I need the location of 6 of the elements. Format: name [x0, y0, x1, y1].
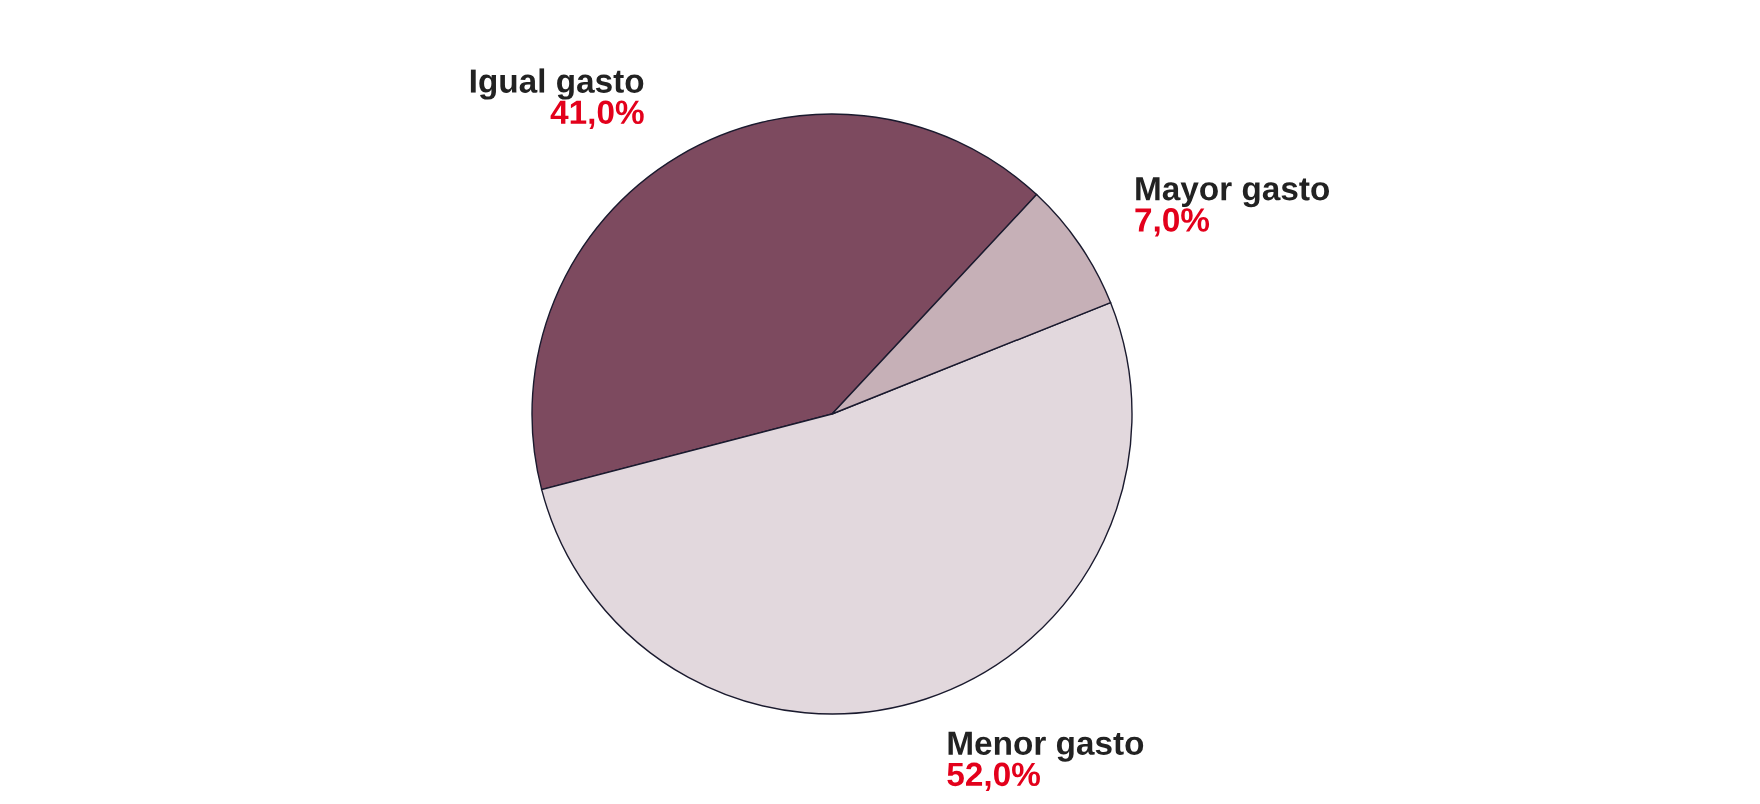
slice-label: Mayor gasto — [1136, 177, 1330, 208]
slice-label: Menor gasto — [948, 731, 1144, 762]
data-label: 52,0% — [947, 762, 1040, 792]
slice-label: Igual gasto — [470, 68, 644, 100]
data-label: 7,0% — [1135, 208, 1210, 237]
data-label: 41,0% — [550, 100, 644, 129]
